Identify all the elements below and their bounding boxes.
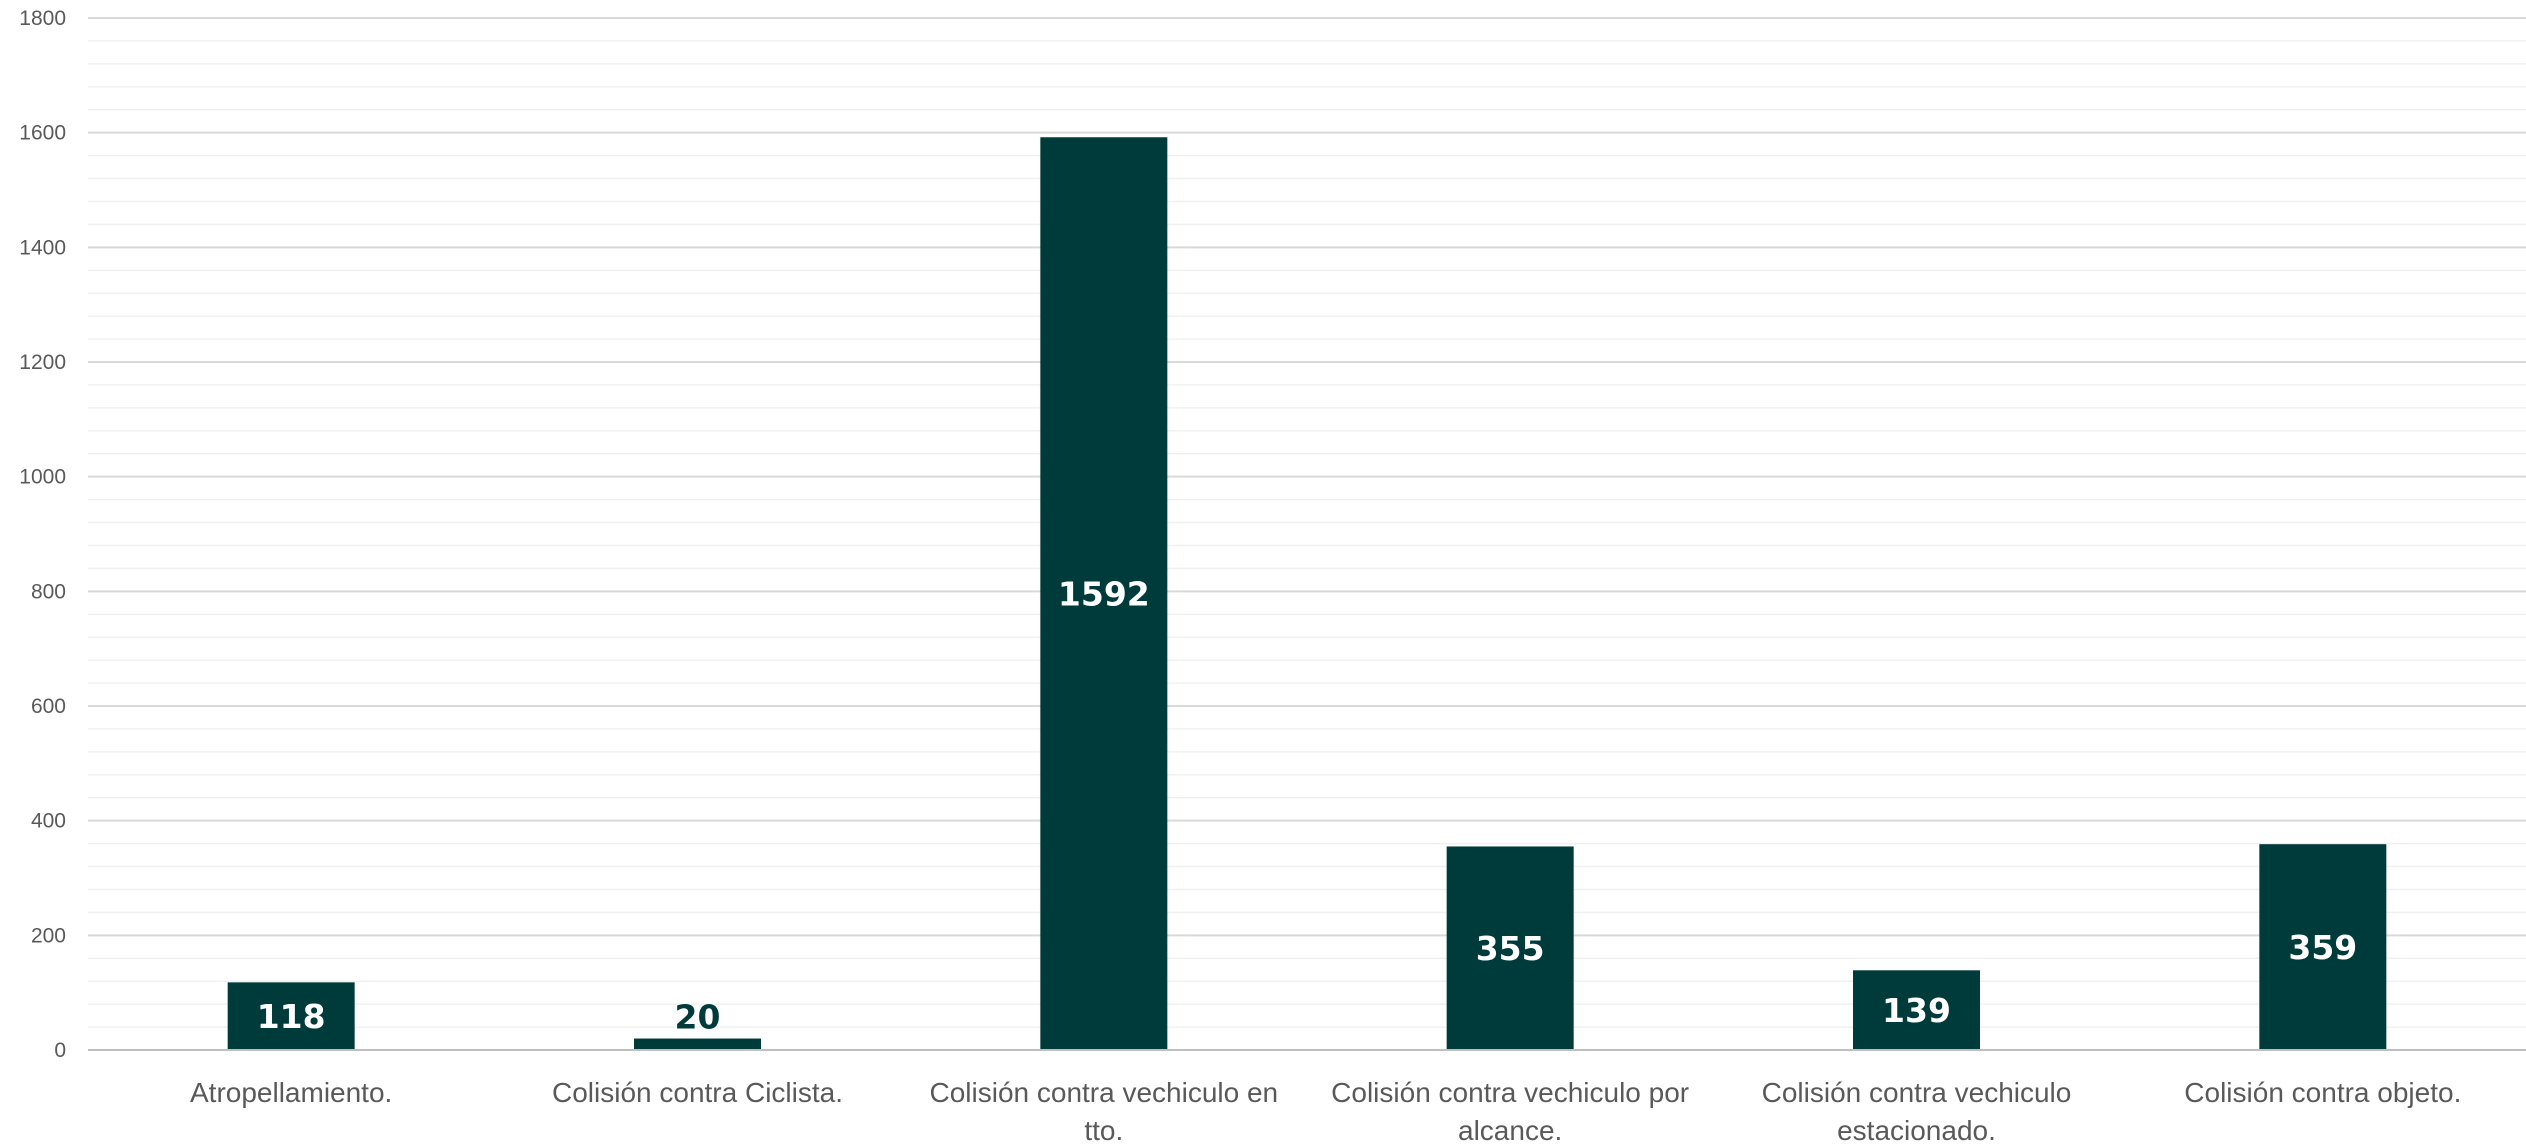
category-label: Colisión contra Ciclista. (552, 1077, 843, 1108)
y-tick-label: 1600 (19, 122, 66, 145)
data-label: 359 (2288, 928, 2357, 967)
bar (1040, 137, 1168, 1051)
bar (1446, 846, 1574, 1050)
category-label: estacionado. (1837, 1115, 1996, 1146)
y-tick-label: 0 (54, 1039, 66, 1062)
data-label: 1592 (1058, 575, 1150, 614)
major-gridlines (88, 17, 2526, 937)
bar (634, 1038, 761, 1050)
y-tick-label: 1400 (19, 236, 66, 259)
y-tick-label: 1200 (19, 351, 66, 374)
y-axis-tick-labels: 0 200 400 600 800 1000 1200 1400 1600 1800 (19, 7, 66, 1062)
category-label: Colisión contra vechiculo en (930, 1077, 1279, 1108)
bar (1853, 970, 1980, 1050)
category-label: tto. (1084, 1115, 1123, 1146)
minor-gridlines (88, 40, 2526, 1028)
category-label: alcance. (1458, 1115, 1562, 1146)
bar (227, 982, 355, 1050)
category-label: Colisión contra vechiculo (1762, 1077, 2072, 1108)
data-label: 118 (257, 997, 326, 1036)
category-label: Colisión contra objeto. (2184, 1077, 2461, 1108)
y-tick-label: 1800 (19, 7, 66, 30)
data-labels: 118 20 1592 355 139 359 (257, 575, 2358, 1037)
category-label: Colisión contra vechiculo por (1331, 1077, 1689, 1108)
y-tick-label: 1000 (19, 466, 66, 489)
bar (2259, 844, 2387, 1050)
y-tick-label: 600 (31, 695, 66, 718)
category-label: Atropellamiento. (190, 1077, 392, 1108)
y-tick-label: 200 (31, 924, 66, 947)
data-label: 20 (675, 998, 721, 1037)
y-tick-label: 800 (31, 580, 66, 603)
bars (227, 137, 2387, 1051)
category-labels: Atropellamiento. Colisión contra Ciclista… (190, 1077, 2461, 1146)
data-label: 139 (1882, 991, 1951, 1030)
data-label: 355 (1476, 929, 1545, 968)
y-tick-label: 400 (31, 810, 66, 833)
